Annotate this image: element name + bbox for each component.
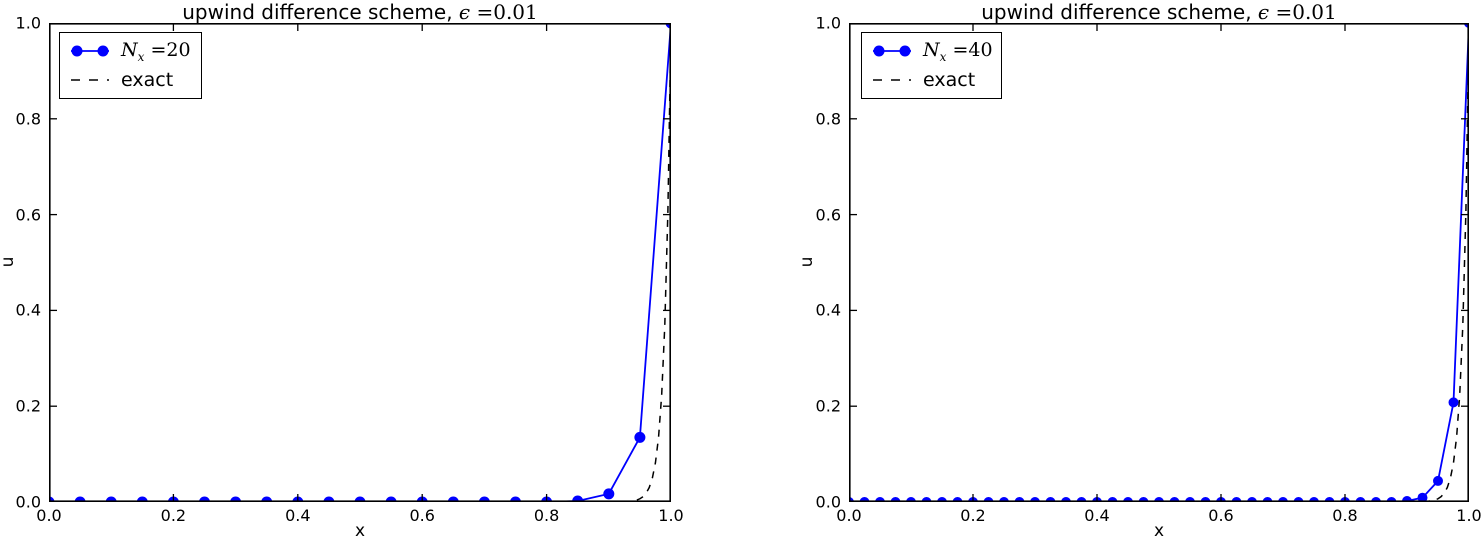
x-tick-label: 0.6 [409, 506, 435, 525]
y-tick-label: 0.0 [815, 492, 841, 512]
x-tick-label: 0.2 [160, 506, 187, 525]
y-tick-label: 1.0 [15, 13, 41, 33]
series-line-exact [849, 23, 1469, 502]
legend-left: Nx =20 exact [59, 32, 202, 99]
x-tick-label: 1.0 [1456, 506, 1482, 525]
plot-title-text: upwind difference scheme, [182, 0, 459, 24]
legend-label-nx40: Nx =40 [923, 38, 993, 64]
x-axis-label-right: x [1153, 521, 1165, 541]
legend-right: Nx =40 exact [861, 32, 1002, 99]
data-point-marker [572, 495, 584, 502]
x-tick-label: 1.0 [658, 506, 684, 525]
axes-spines [49, 23, 671, 502]
x-tick-label: 0.6 [1208, 506, 1234, 525]
y-tick-label: 0.4 [15, 300, 41, 320]
epsilon-symbol: ϵ [1257, 0, 1270, 24]
legend-entry-nx40: Nx =40 [870, 37, 993, 66]
y-tick-label: 0.2 [15, 396, 41, 416]
x-tick-label: 0.2 [960, 506, 986, 525]
y-tick-label: 0.0 [15, 492, 41, 512]
x-tick-label: 0.4 [1084, 506, 1110, 525]
x-tick-label: 0.8 [533, 506, 560, 525]
x-tick-label: 0.8 [1332, 506, 1358, 525]
plot-canvas-right [849, 23, 1469, 502]
x-tick-label: 0.4 [285, 506, 311, 525]
y-tick-label: 0.6 [815, 205, 841, 225]
legend-label-exact: exact [121, 68, 174, 91]
plot-title-left: upwind difference scheme, ϵ =0.01 [49, 0, 671, 24]
legend-entry-nx20: Nx =20 [68, 37, 193, 66]
line-marker-swatch-icon [873, 45, 911, 57]
plot-canvas-left [49, 23, 671, 502]
dashed-line-swatch-icon [873, 78, 911, 81]
y-tick-label: 1.0 [815, 13, 841, 33]
epsilon-symbol: ϵ [458, 0, 471, 24]
y-axis-label-left: u [0, 256, 18, 268]
dashed-line-swatch-icon [71, 78, 109, 81]
y-tick-label: 0.2 [815, 396, 841, 416]
epsilon-value: =0.01 [1269, 0, 1337, 24]
y-tick-label: 0.6 [15, 205, 41, 225]
series-line-exact [49, 23, 671, 502]
data-point-marker [1433, 475, 1443, 486]
legend-label-exact: exact [923, 68, 976, 91]
legend-label-nx20: Nx =20 [121, 38, 191, 64]
y-tick-label: 0.8 [815, 109, 841, 129]
x-tick-label: 0.0 [36, 506, 62, 525]
data-point-marker [1448, 397, 1459, 408]
legend-entry-exact: exact [870, 66, 993, 95]
x-tick-label: 0.0 [836, 506, 862, 525]
data-point-marker [634, 431, 646, 443]
line-marker-swatch-icon [71, 45, 109, 57]
axes-spines [849, 23, 1469, 502]
data-point-marker [603, 488, 615, 500]
y-tick-label: 0.4 [815, 300, 841, 320]
legend-entry-exact: exact [68, 66, 193, 95]
epsilon-value: =0.01 [470, 0, 538, 24]
y-axis-label-right: u [797, 256, 817, 268]
data-point-marker [1417, 492, 1428, 502]
plot-title-text: upwind difference scheme, [981, 0, 1258, 24]
x-axis-label-left: x [354, 521, 366, 541]
plot-title-right: upwind difference scheme, ϵ =0.01 [849, 0, 1469, 24]
y-tick-label: 0.8 [15, 109, 41, 129]
